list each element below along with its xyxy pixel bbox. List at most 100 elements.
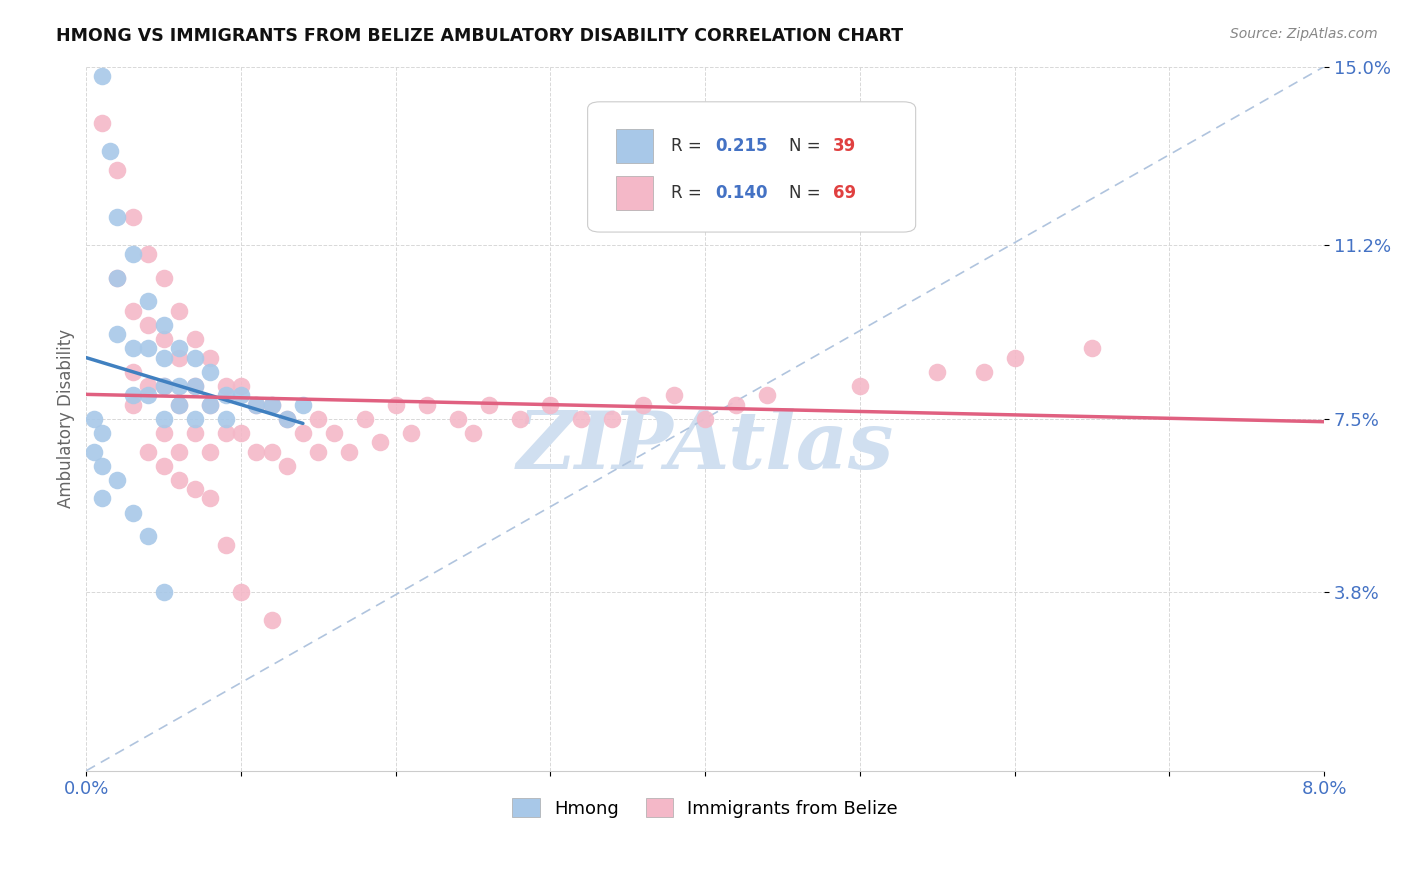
Point (602, 411, 624, 425)
Point (291, 398, 314, 412)
Point (276, 411, 298, 425)
Point (121, 388, 143, 402)
Point (105, 327, 128, 342)
Point (337, 444, 360, 458)
Text: HMONG VS IMMIGRANTS FROM BELIZE AMBULATORY DISABILITY CORRELATION CHART: HMONG VS IMMIGRANTS FROM BELIZE AMBULATO… (56, 27, 904, 45)
Point (167, 351, 190, 365)
Point (105, 270, 128, 285)
Point (152, 378, 174, 392)
Point (121, 247, 143, 261)
Point (183, 411, 205, 425)
Point (90, 458, 112, 473)
Point (136, 378, 159, 392)
Point (152, 332, 174, 346)
Point (152, 458, 174, 473)
Point (198, 398, 221, 412)
Point (229, 378, 252, 392)
Point (198, 365, 221, 379)
Text: N =: N = (789, 137, 827, 155)
Point (136, 529, 159, 543)
Point (183, 378, 205, 392)
Point (90, 491, 112, 506)
Text: 0.140: 0.140 (716, 184, 768, 202)
Point (849, 378, 872, 392)
Point (198, 444, 221, 458)
Point (260, 614, 283, 628)
Point (121, 303, 143, 318)
Text: N =: N = (789, 184, 827, 202)
Text: R =: R = (671, 184, 707, 202)
Point (136, 341, 159, 355)
Point (260, 398, 283, 412)
Point (276, 411, 298, 425)
Point (198, 398, 221, 412)
Point (167, 378, 190, 392)
Point (152, 378, 174, 392)
Point (83, 444, 105, 458)
Point (229, 388, 252, 402)
Point (167, 398, 190, 412)
Point (307, 411, 329, 425)
Point (229, 425, 252, 440)
Point (183, 425, 205, 440)
Point (152, 318, 174, 332)
Point (152, 425, 174, 440)
Text: Source: ZipAtlas.com: Source: ZipAtlas.com (1230, 27, 1378, 41)
FancyBboxPatch shape (588, 102, 915, 232)
Point (307, 444, 329, 458)
Point (152, 351, 174, 365)
Point (183, 482, 205, 496)
Point (183, 332, 205, 346)
Point (90, 116, 112, 130)
Point (121, 210, 143, 224)
Point (167, 303, 190, 318)
Point (463, 425, 485, 440)
Point (214, 425, 236, 440)
Point (167, 398, 190, 412)
Point (478, 398, 501, 412)
Point (136, 318, 159, 332)
Point (121, 341, 143, 355)
Text: 39: 39 (832, 137, 856, 155)
Point (245, 398, 267, 412)
Point (214, 378, 236, 392)
Point (183, 351, 205, 365)
Point (90, 69, 112, 83)
Point (105, 210, 128, 224)
Point (198, 351, 221, 365)
Point (571, 411, 593, 425)
Point (540, 398, 562, 412)
Point (245, 398, 267, 412)
Point (136, 247, 159, 261)
Point (260, 444, 283, 458)
Point (136, 388, 159, 402)
Point (260, 398, 283, 412)
Point (368, 435, 391, 450)
Point (415, 398, 437, 412)
Point (664, 388, 686, 402)
Point (322, 425, 344, 440)
Point (291, 425, 314, 440)
Point (198, 491, 221, 506)
Point (105, 473, 128, 487)
Point (214, 388, 236, 402)
Point (353, 411, 375, 425)
Point (105, 162, 128, 177)
Point (90, 425, 112, 440)
Point (1081, 341, 1104, 355)
Point (245, 444, 267, 458)
FancyBboxPatch shape (616, 129, 654, 163)
Point (105, 270, 128, 285)
Point (725, 398, 748, 412)
Point (183, 378, 205, 392)
Point (136, 444, 159, 458)
Text: ZIPAtlas: ZIPAtlas (516, 408, 894, 485)
Point (98, 144, 121, 158)
Point (121, 506, 143, 520)
Point (1004, 351, 1026, 365)
Point (229, 585, 252, 599)
Point (167, 341, 190, 355)
Point (276, 458, 298, 473)
Point (384, 398, 406, 412)
Point (167, 444, 190, 458)
